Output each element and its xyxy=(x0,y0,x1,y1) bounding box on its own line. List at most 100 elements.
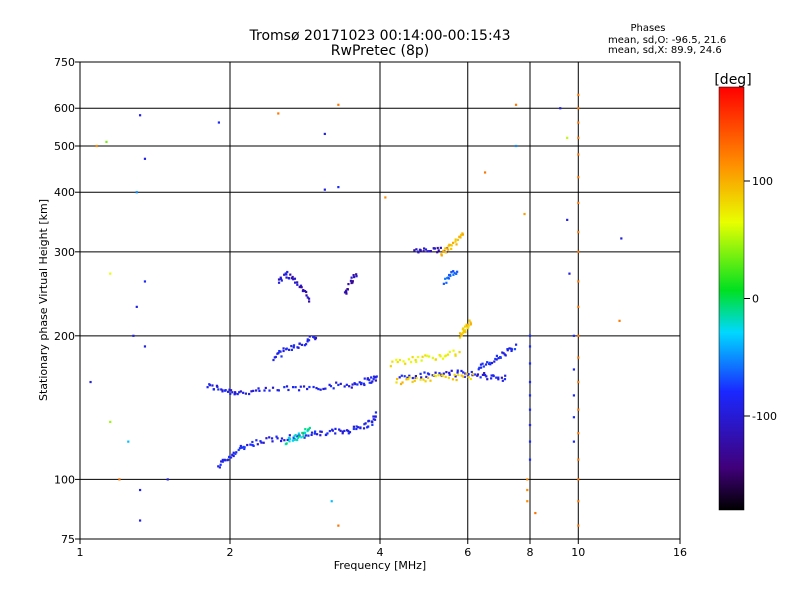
data-point xyxy=(302,385,306,388)
data-point xyxy=(127,440,130,443)
data-point xyxy=(244,392,248,395)
data-point xyxy=(319,430,322,433)
data-point xyxy=(292,436,295,439)
data-point xyxy=(298,342,301,345)
data-point xyxy=(460,374,463,377)
data-point xyxy=(445,281,448,284)
data-point xyxy=(479,376,482,379)
data-point xyxy=(293,277,297,280)
data-point xyxy=(240,446,243,449)
data-point xyxy=(374,379,377,382)
data-point xyxy=(276,389,279,392)
data-point xyxy=(395,381,398,384)
data-point xyxy=(506,349,509,352)
data-point xyxy=(255,389,258,392)
data-point xyxy=(367,419,370,422)
data-point xyxy=(423,371,426,374)
data-point xyxy=(429,379,432,382)
data-point xyxy=(577,280,580,283)
data-point xyxy=(577,153,580,156)
data-point xyxy=(454,354,457,357)
data-point xyxy=(437,249,440,252)
data-point xyxy=(391,360,394,363)
data-point xyxy=(229,456,233,459)
data-point xyxy=(503,378,507,381)
data-point xyxy=(304,434,308,437)
data-point xyxy=(334,432,337,435)
data-point xyxy=(347,429,350,433)
data-point xyxy=(255,439,258,442)
data-point xyxy=(283,386,286,389)
data-point xyxy=(423,247,426,250)
data-point xyxy=(354,382,357,386)
data-points xyxy=(89,93,623,527)
data-point xyxy=(282,347,285,350)
data-point xyxy=(464,372,467,375)
data-point xyxy=(497,378,500,381)
data-point xyxy=(323,132,326,136)
data-point xyxy=(290,277,294,280)
data-point xyxy=(492,374,495,378)
data-point xyxy=(325,433,328,436)
data-point xyxy=(242,445,245,449)
x-tick-label: 1 xyxy=(77,546,84,559)
data-point xyxy=(234,452,237,455)
data-point xyxy=(258,389,261,392)
data-point xyxy=(350,386,353,389)
data-point xyxy=(471,373,475,376)
data-point xyxy=(460,332,463,335)
data-point xyxy=(411,376,414,380)
data-point xyxy=(577,432,580,435)
data-point xyxy=(419,378,422,381)
data-point xyxy=(470,370,473,374)
data-point xyxy=(577,121,580,124)
data-point xyxy=(288,434,291,437)
data-point xyxy=(577,500,580,503)
data-point xyxy=(343,385,346,388)
data-point xyxy=(455,243,458,246)
colorbar-tick-label: -100 xyxy=(752,410,777,423)
data-point xyxy=(463,375,466,378)
data-point xyxy=(296,436,300,440)
data-point xyxy=(405,378,408,381)
data-point xyxy=(366,377,369,380)
data-point xyxy=(444,277,447,280)
x-axis-label: Frequency [MHz] xyxy=(334,559,426,572)
data-point xyxy=(495,354,499,357)
data-point xyxy=(458,351,461,354)
data-point xyxy=(360,383,363,386)
data-point xyxy=(414,358,417,362)
data-point xyxy=(306,429,309,433)
data-point xyxy=(411,356,414,359)
data-point xyxy=(285,273,288,276)
data-point xyxy=(461,233,465,236)
data-point xyxy=(277,278,281,281)
data-point xyxy=(293,435,296,438)
data-point xyxy=(577,478,580,481)
data-point xyxy=(419,249,422,252)
y-axis-label: Stationary phase Virtual Height [km] xyxy=(37,199,50,401)
data-point xyxy=(407,358,410,361)
data-point xyxy=(448,274,452,277)
data-point xyxy=(368,381,371,384)
data-point xyxy=(243,446,246,449)
data-point xyxy=(315,386,318,390)
data-point xyxy=(332,387,335,390)
data-point xyxy=(425,354,429,357)
data-point xyxy=(256,443,259,446)
data-point xyxy=(279,350,282,353)
data-point xyxy=(224,389,227,392)
data-point xyxy=(424,248,428,251)
data-point xyxy=(447,277,451,280)
data-point xyxy=(296,438,299,442)
data-point xyxy=(353,275,356,279)
data-point xyxy=(221,458,224,461)
data-point xyxy=(420,359,423,362)
y-tick-label: 200 xyxy=(54,330,75,343)
data-point xyxy=(528,380,532,384)
data-point xyxy=(396,377,399,381)
data-point xyxy=(326,432,329,435)
data-point xyxy=(235,451,238,454)
data-point xyxy=(502,352,505,355)
